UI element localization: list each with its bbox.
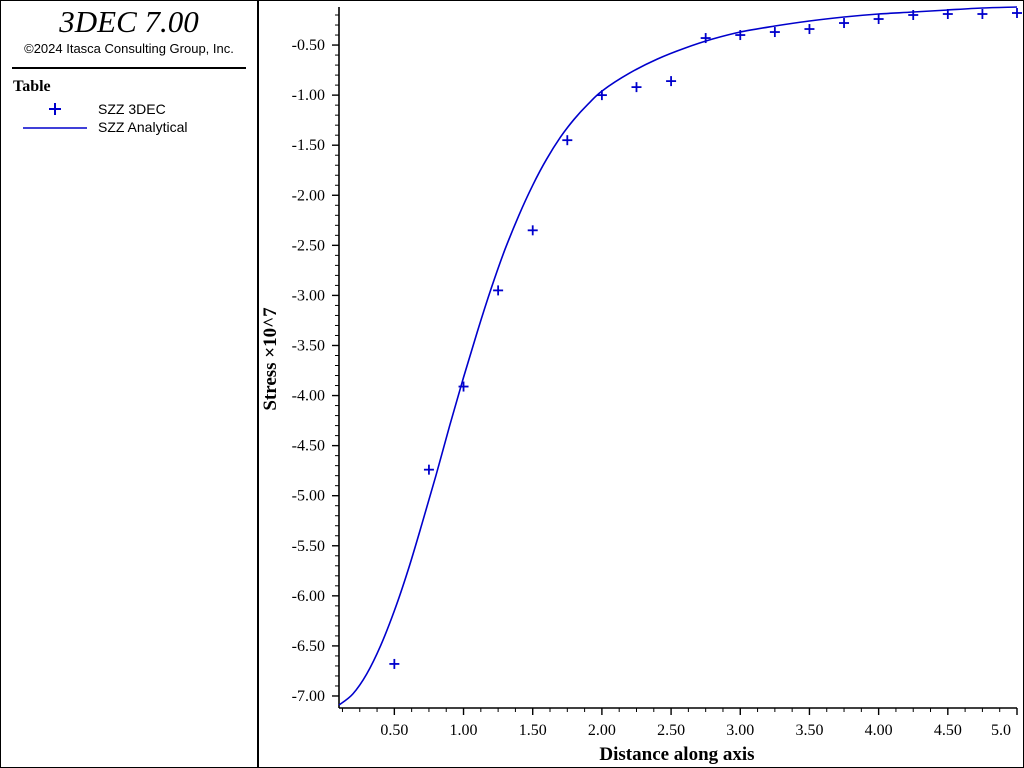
legend-title: Table	[13, 78, 51, 95]
data-point-szz-3dec	[423, 464, 434, 475]
x-tick-label: 3.00	[726, 722, 754, 739]
x-tick-label: 1.50	[519, 722, 547, 739]
data-point-szz-3dec	[527, 225, 538, 236]
legend-label: SZZ 3DEC	[98, 101, 166, 117]
stress-plot: 0.50 1.00 1.50 2.00 2.50 3.00 3.50 4.00 4.50 5.0 …	[260, 6, 1022, 765]
legend-item-szz-analytical: SZZ Analytical	[23, 118, 253, 136]
data-point-szz-3dec	[493, 285, 504, 296]
y-tick-label: -3.00	[292, 287, 325, 304]
y-tick-label: -6.00	[292, 588, 325, 605]
data-point-szz-3dec	[389, 658, 400, 669]
axes	[338, 7, 1017, 709]
data-point-szz-3dec	[873, 14, 884, 25]
x-tick-label: 1.00	[450, 722, 478, 739]
y-tick-label: -2.50	[292, 237, 325, 254]
data-point-szz-3dec	[769, 27, 780, 38]
data-point-szz-3dec	[735, 30, 746, 41]
x-tick-label: 5.0	[991, 722, 1011, 739]
y-axis-title: Stress ×10^7	[260, 307, 281, 411]
legend-label: SZZ Analytical	[98, 119, 188, 135]
data-point-szz-3dec	[631, 82, 642, 93]
data-point-szz-3dec	[596, 90, 607, 101]
data-point-szz-3dec	[908, 10, 919, 21]
legend-item-szz-3dec: SZZ 3DEC	[23, 100, 253, 118]
data-point-szz-3dec	[1012, 8, 1022, 19]
x-tick-label: 2.50	[657, 722, 685, 739]
app-title: 3DEC 7.00	[59, 4, 199, 39]
y-tick-label: -4.50	[292, 438, 325, 455]
y-tick-label: -2.00	[292, 187, 325, 204]
x-tick-label: 2.00	[588, 722, 616, 739]
data-point-szz-3dec	[804, 24, 815, 35]
y-tick-label: -0.50	[292, 37, 325, 54]
x-tick-label: 3.50	[795, 722, 823, 739]
data-point-szz-3dec	[666, 76, 677, 87]
y-tick-label: -7.00	[292, 688, 325, 705]
y-tick-label: -1.50	[292, 137, 325, 154]
x-tick-label: 4.00	[865, 722, 893, 739]
data-point-szz-3dec	[977, 9, 988, 20]
x-tick-label: 0.50	[380, 722, 408, 739]
data-point-szz-3dec	[458, 381, 469, 392]
data-point-szz-3dec	[942, 9, 953, 20]
x-tick-label: 4.50	[934, 722, 962, 739]
y-tick-label: -3.50	[292, 337, 325, 354]
series-line-szz-analytical	[338, 6, 1018, 706]
legend-divider	[12, 67, 246, 69]
plus-marker-icon	[49, 103, 61, 115]
y-tick-label: -1.00	[292, 87, 325, 104]
copyright-notice: ©2024 Itasca Consulting Group, Inc.	[24, 41, 234, 56]
data-point-szz-3dec	[562, 135, 573, 146]
data-point-szz-3dec	[839, 18, 850, 29]
line-marker-icon	[23, 127, 87, 129]
legend-panel: 3DEC 7.00 ©2024 Itasca Consulting Group,…	[1, 1, 259, 767]
y-tick-label: -5.00	[292, 488, 325, 505]
y-tick-label: -6.50	[292, 638, 325, 655]
y-tick-label: -5.50	[292, 538, 325, 555]
x-axis-title: Distance along axis	[599, 744, 754, 765]
y-tick-label: -4.00	[292, 388, 325, 405]
data-point-szz-3dec	[700, 33, 711, 44]
